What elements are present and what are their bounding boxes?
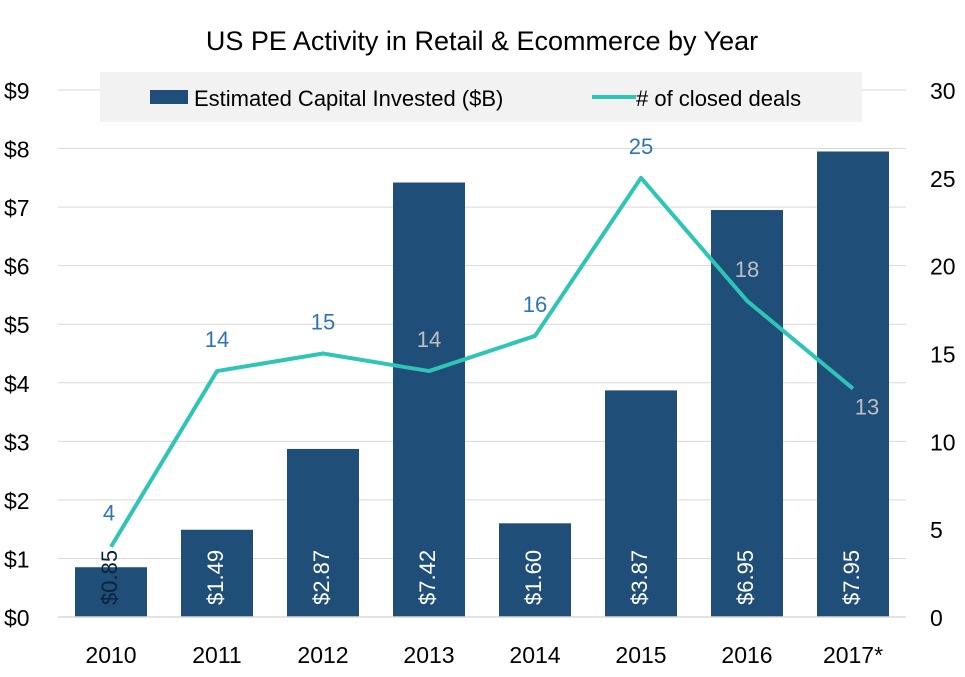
bar [75, 567, 147, 617]
bar [393, 182, 465, 618]
legend-label-deals: # of closed deals [636, 86, 801, 111]
y-right-tick-label: 0 [930, 605, 943, 631]
bar-data-label: $1.60 [521, 550, 546, 605]
x-tick-label: 2014 [509, 642, 560, 668]
x-tick-label: 2010 [85, 642, 136, 668]
legend-swatch-bar [150, 90, 188, 104]
x-tick-label: 2011 [192, 642, 241, 668]
bar-data-label: $7.95 [839, 550, 864, 605]
y-left-tick-label: $7 [4, 195, 30, 221]
bar [711, 210, 783, 618]
line-data-label: 15 [311, 310, 335, 335]
bar-data-label: $0.85 [97, 550, 122, 605]
bar [817, 151, 889, 617]
y-left-tick-label: $1 [4, 546, 30, 572]
line-data-label: 13 [855, 395, 879, 420]
line-data-label: 14 [417, 327, 441, 352]
bar [181, 529, 253, 617]
y-left-tick-label: $6 [4, 254, 30, 280]
bar [605, 390, 677, 617]
bar [287, 448, 359, 617]
y-left-tick-label: $5 [4, 312, 30, 338]
x-tick-label: 2015 [615, 642, 666, 668]
axes: $0 $1 $2 $3 $4 $5 $6 $7 $8 $9 0 5 10 15 20 25 30 2010 2011… [4, 78, 956, 668]
bar-data-label: $6.95 [733, 550, 758, 605]
y-right-tick-label: 5 [930, 517, 943, 543]
y-right-tick-label: 20 [930, 254, 956, 280]
legend: Estimated Capital Invested ($B) # of clos… [100, 72, 862, 122]
line-data-label: 18 [735, 257, 759, 282]
legend-label-capital: Estimated Capital Invested ($B) [194, 86, 503, 111]
bar-data-label: $2.87 [309, 550, 334, 605]
y-right-tick-label: 15 [930, 342, 956, 368]
y-left-tick-label: $2 [4, 488, 30, 514]
x-tick-label: 2017* [823, 642, 883, 668]
chart-title: US PE Activity in Retail & Ecommerce by … [206, 26, 758, 56]
bar-data-label: $3.87 [627, 550, 652, 605]
y-left-tick-label: $9 [4, 78, 30, 104]
bar-data-label: $1.49 [203, 550, 228, 605]
line-data-label: 16 [523, 292, 547, 317]
y-right-tick-label: 10 [930, 429, 956, 455]
bar-series: $0.85 $1.49 $2.87 $7.42 $1.60 $3.87 $6.95 $7.95 [75, 151, 889, 618]
y-right-tick-label: 25 [930, 166, 956, 192]
legend-box [100, 72, 862, 122]
line-data-label: 4 [103, 501, 115, 526]
y-left-tick-label: $8 [4, 137, 30, 163]
y-left-tick-label: $3 [4, 429, 30, 455]
deals-line [109, 175, 855, 548]
y-left-tick-label: $4 [4, 371, 30, 397]
x-tick-label: 2016 [721, 642, 772, 668]
x-tick-label: 2012 [297, 642, 348, 668]
line-data-label: 25 [629, 134, 653, 159]
bar-data-label: $7.42 [415, 550, 440, 605]
x-tick-label: 2013 [403, 642, 454, 668]
line-data-label: 14 [205, 327, 229, 352]
bar [499, 523, 571, 617]
y-left-tick-label: $0 [4, 605, 30, 631]
y-right-tick-label: 30 [930, 78, 956, 104]
line-series: 4 14 15 14 16 25 18 13 [103, 134, 879, 548]
